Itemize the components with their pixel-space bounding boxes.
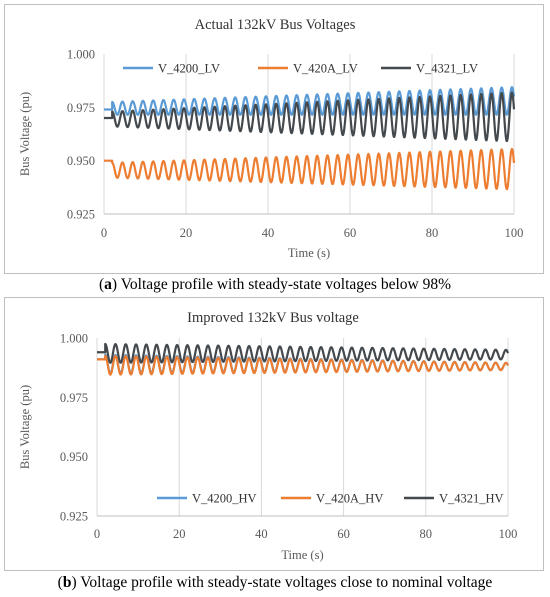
y-tick-label: 0.975 (67, 101, 95, 115)
x-tick-label: 100 (505, 226, 524, 240)
x-tick-label: 60 (337, 527, 350, 541)
series-line-v_4321_hv (97, 342, 510, 364)
y-tick-label: 0.925 (60, 510, 88, 524)
caption-a-text: Voltage profile with steady-state voltag… (120, 276, 451, 293)
legend-label: V_4321_LV (416, 62, 478, 76)
legend-label: V_420A_HV (316, 492, 383, 506)
series-line-v_4321_lv (104, 91, 516, 143)
x-tick-label: 20 (173, 527, 186, 541)
chart-title: Actual 132kV Bus Voltages (195, 17, 356, 33)
chart-b-svg: Improved 132kV Bus voltage 0.925 0.950 0.97… (18, 310, 518, 562)
y-tick-label: 1.000 (67, 48, 95, 62)
y-tick-label: 0.975 (60, 391, 88, 405)
x-tick-label: 80 (426, 226, 439, 240)
legend-label: V_420A_LV (293, 62, 358, 76)
x-tick-label: 40 (255, 527, 268, 541)
legend-label: V_4200_HV (192, 492, 257, 506)
y-axis-label: Bus Voltage (pu) (18, 385, 32, 469)
x-tick-label: 60 (344, 226, 357, 240)
y-tick-label: 1.000 (60, 332, 88, 346)
chart-panel-a: Actual 132kV Bus Voltages 0.925 0.950 0.975… (4, 4, 544, 274)
caption-a-tag: a (104, 276, 112, 293)
series-line-v_420a_lv (104, 147, 516, 191)
x-tick-label: 100 (499, 527, 518, 541)
chart-a-svg: Actual 132kV Bus Voltages 0.925 0.950 0.975… (18, 17, 524, 260)
y-axis-label: Bus Voltage (pu) (18, 92, 32, 176)
x-axis-label: Time (s) (288, 246, 330, 260)
caption-b: (b) Voltage profile with steady-state vo… (57, 574, 493, 591)
chart-title: Improved 132kV Bus voltage (187, 310, 359, 326)
x-tick-label: 0 (94, 527, 100, 541)
caption-b-text: Voltage profile with steady-state voltag… (80, 574, 493, 591)
legend-label: V_4321_HV (439, 492, 504, 506)
x-tick-label: 0 (101, 226, 107, 240)
x-axis-label: Time (s) (281, 548, 323, 562)
series-line-v_420a_hv (97, 354, 509, 376)
series-line-v_4200_lv (104, 86, 516, 116)
caption-a: (a) Voltage profile with steady-state vo… (99, 276, 451, 293)
x-tick-label: 40 (262, 226, 275, 240)
x-tick-label: 20 (180, 226, 193, 240)
y-tick-label: 0.950 (60, 450, 88, 464)
chart-panel-b: Improved 132kV Bus voltage 0.925 0.950 0.97… (4, 297, 544, 571)
legend-label: V_4200_LV (158, 62, 220, 76)
x-tick-label: 80 (420, 527, 433, 541)
y-tick-label: 0.925 (67, 208, 95, 222)
y-tick-label: 0.950 (67, 154, 95, 168)
caption-b-tag: b (62, 574, 72, 591)
